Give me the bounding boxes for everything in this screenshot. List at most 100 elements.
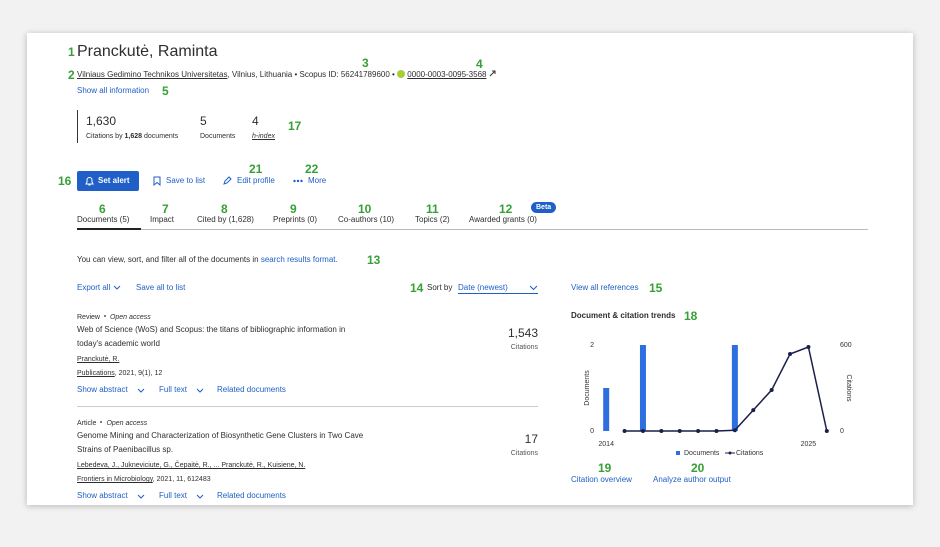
annotation: 9 bbox=[290, 202, 297, 216]
save-all[interactable]: Save all to list bbox=[136, 283, 186, 292]
pencil-icon bbox=[223, 176, 232, 185]
notice-text: You can view, sort, and filter all of th… bbox=[77, 255, 259, 264]
export-label[interactable]: Export all bbox=[77, 283, 111, 292]
point bbox=[806, 345, 811, 350]
access: Open access bbox=[109, 314, 151, 321]
line bbox=[624, 345, 828, 432]
point bbox=[640, 429, 645, 433]
metric-value: 5 bbox=[200, 114, 207, 128]
chevron bbox=[196, 494, 204, 499]
bar bbox=[639, 345, 646, 431]
legend-label: Citations bbox=[736, 450, 764, 457]
legend-swatch bbox=[676, 451, 680, 455]
point bbox=[788, 352, 793, 357]
doc-link[interactable]: Related documents bbox=[217, 385, 286, 394]
annotation: 11 bbox=[426, 202, 439, 216]
show-all-information[interactable]: Show all information bbox=[77, 86, 150, 95]
source[interactable]: Publications bbox=[77, 370, 115, 377]
metrics-rule bbox=[77, 110, 78, 143]
author-name: Pranckutė, Raminta bbox=[77, 43, 218, 60]
chevron bbox=[137, 388, 145, 393]
annotation: 5 bbox=[162, 84, 169, 98]
tab[interactable]: Preprints (0) bbox=[273, 215, 318, 224]
orcid-icon bbox=[397, 70, 406, 78]
doc-link[interactable]: Full text bbox=[159, 385, 188, 394]
y-axis-label: Documents bbox=[584, 370, 591, 406]
affiliation-line: Vilniaus Gedimino Technikos Universiteta… bbox=[77, 69, 496, 81]
action-label[interactable]: Save to list bbox=[166, 176, 206, 185]
tab[interactable]: Co-authors (10) bbox=[338, 215, 395, 224]
doc-title[interactable]: Genome Mining and Characterization of Bi… bbox=[77, 431, 364, 454]
affiliation[interactable]: Vilniaus Gedimino Technikos Universiteta… bbox=[77, 70, 228, 79]
citation-label: Citations bbox=[510, 450, 538, 457]
tab[interactable]: Topics (2) bbox=[415, 215, 450, 224]
bar bbox=[603, 388, 610, 431]
notice: You can view, sort, and filter all of th… bbox=[77, 254, 338, 266]
profile-card bbox=[27, 33, 913, 505]
annotation: 1 bbox=[68, 45, 75, 59]
annotation: 15 bbox=[649, 281, 663, 295]
doc-authors[interactable]: Lebedeva, J., Jukneviciute, G., Čepaitė,… bbox=[77, 462, 306, 469]
active-tab-indicator bbox=[77, 228, 141, 230]
tab-rule bbox=[77, 229, 868, 230]
sort-value[interactable]: Date (newest) bbox=[458, 283, 508, 292]
point bbox=[732, 428, 737, 433]
point bbox=[824, 429, 829, 433]
annotation: 6 bbox=[99, 202, 106, 216]
metric-label[interactable]: h-index bbox=[252, 133, 275, 140]
doc-title[interactable]: Web of Science (WoS) and Scopus: the tit… bbox=[77, 325, 346, 348]
sort-underline bbox=[458, 293, 538, 294]
tab[interactable]: Documents (5) bbox=[77, 215, 130, 224]
notice-link[interactable]: search results format. bbox=[260, 255, 338, 264]
x-tick-label: 2025 bbox=[801, 441, 817, 448]
export-all[interactable]: Export all bbox=[77, 282, 121, 294]
view-all-references[interactable]: View all references bbox=[571, 283, 639, 292]
legend-label: Documents bbox=[684, 450, 720, 457]
tab[interactable]: Cited by (1,628) bbox=[197, 215, 254, 224]
orcid[interactable]: 0000-0003-0095-3568 bbox=[407, 70, 487, 79]
source-details: , 2021, 11, 612483 bbox=[152, 476, 211, 483]
metric-label-bold: 1,628 bbox=[124, 133, 143, 140]
analyze-author-output[interactable]: Analyze author output bbox=[653, 475, 731, 484]
source[interactable]: Frontiers in Microbiology bbox=[77, 476, 153, 483]
annotation: 2 bbox=[68, 68, 75, 82]
set-alert-button[interactable] bbox=[77, 171, 139, 191]
separator bbox=[103, 315, 106, 317]
chevron bbox=[137, 494, 145, 499]
annotation: 14 bbox=[410, 281, 424, 295]
action-label[interactable]: More bbox=[308, 176, 327, 185]
external-icon bbox=[489, 70, 496, 77]
citation-label: Citations bbox=[510, 344, 538, 351]
tab[interactable]: Awarded grants (0) bbox=[469, 215, 537, 224]
beta-badge: Beta bbox=[531, 202, 557, 213]
sort-label: Sort by bbox=[427, 283, 453, 292]
chevron bbox=[529, 285, 538, 291]
doc-link[interactable]: Related documents bbox=[217, 491, 286, 500]
bar bbox=[731, 345, 738, 431]
metric-value: 4 bbox=[252, 114, 259, 128]
annotation: 20 bbox=[691, 461, 705, 475]
metric-label-end: documents bbox=[144, 133, 179, 140]
location: , Vilnius, Lithuania • bbox=[227, 70, 298, 79]
document-meta: Review Open access bbox=[77, 312, 151, 324]
action-label[interactable]: Set alert bbox=[98, 176, 130, 185]
annotation: 21 bbox=[249, 162, 263, 176]
annotation: 16 bbox=[58, 174, 72, 188]
doc-source: Publications, 2021, 9(1), 12 bbox=[77, 368, 162, 380]
tab[interactable]: Impact bbox=[150, 215, 175, 224]
scopus-id: Scopus ID: 56241789600 • bbox=[299, 70, 395, 79]
doc-link[interactable]: Show abstract bbox=[77, 385, 128, 394]
separator bbox=[100, 421, 103, 423]
doc-type: Article bbox=[77, 420, 97, 427]
citation-overview[interactable]: Citation overview bbox=[571, 475, 632, 484]
y2-axis-label: Citations bbox=[845, 374, 852, 402]
doc-type: Review bbox=[77, 314, 100, 321]
action-label[interactable]: Edit profile bbox=[237, 176, 275, 185]
doc-link[interactable]: Show abstract bbox=[77, 491, 128, 500]
doc-authors[interactable]: Pranckutė, R. bbox=[77, 356, 120, 363]
annotation: 18 bbox=[684, 309, 698, 323]
x-tick-label: 2014 bbox=[598, 441, 614, 448]
doc-link[interactable]: Full text bbox=[159, 491, 188, 500]
